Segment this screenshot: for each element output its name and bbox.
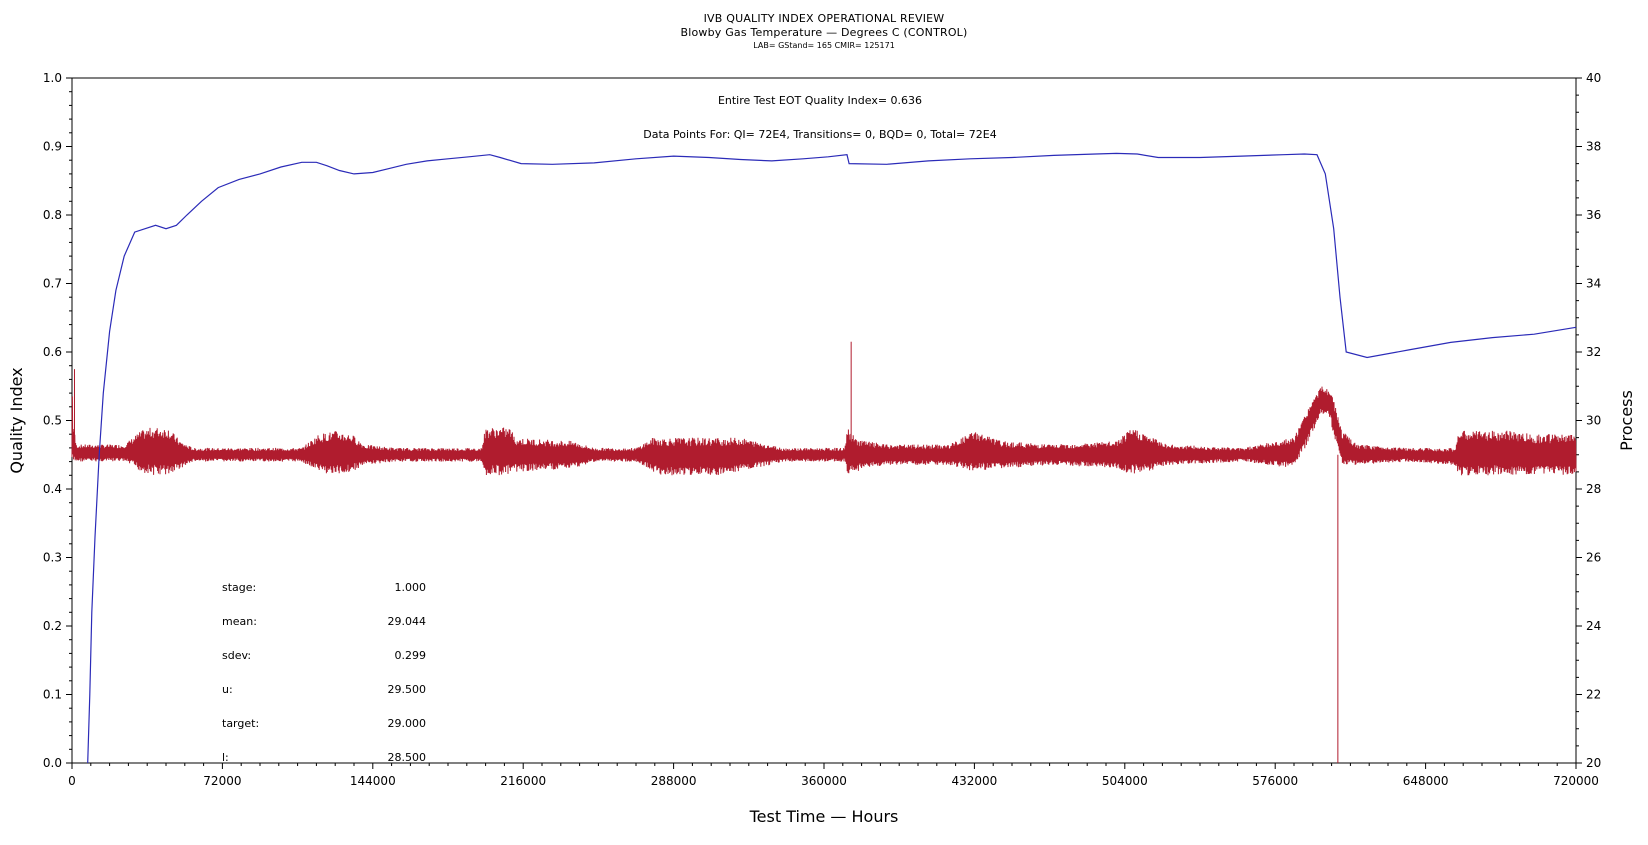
- y-right-tick-label: 26: [1586, 551, 1601, 565]
- data-points-annotation: Data Points For: QI= 72E4, Transitions= …: [643, 128, 996, 141]
- y-left-tick-label: 0.5: [43, 414, 62, 428]
- x-tick-label: 648000: [1403, 774, 1449, 788]
- stat-value: 29.000: [388, 717, 427, 730]
- stat-value: 29.500: [388, 683, 427, 696]
- x-tick-label: 216000: [500, 774, 546, 788]
- y-right-tick-label: 38: [1586, 140, 1601, 154]
- y-right-tick-label: 20: [1586, 756, 1601, 770]
- x-tick-label: 72000: [203, 774, 241, 788]
- y-right-tick-label: 24: [1586, 619, 1601, 633]
- stat-label: sdev:: [222, 649, 251, 662]
- stat-label: u:: [222, 683, 233, 696]
- x-tick-label: 0: [68, 774, 76, 788]
- x-tick-label: 576000: [1252, 774, 1298, 788]
- y-left-tick-label: 0.8: [43, 208, 62, 222]
- stat-label: stage:: [222, 581, 256, 594]
- x-tick-label: 288000: [651, 774, 697, 788]
- stat-value: 1.000: [395, 581, 427, 594]
- stat-value: 28.500: [388, 751, 427, 764]
- y-left-tick-label: 0.9: [43, 140, 62, 154]
- stats-panel: stage: 1.000 mean: 29.044 sdev: 0.299 u: 29.500…: [222, 581, 426, 764]
- y-right-tick-label: 22: [1586, 688, 1601, 702]
- y-left-tick-label: 0.2: [43, 619, 62, 633]
- chart-sub-subtitle: LAB= GStand= 165 CMIR= 125171: [753, 41, 895, 50]
- stat-label: target:: [222, 717, 259, 730]
- x-tick-label: 144000: [350, 774, 396, 788]
- y-right-tick-label: 28: [1586, 482, 1601, 496]
- y-left-tick-label: 0.3: [43, 551, 62, 565]
- y-right-tick-label: 34: [1586, 277, 1601, 291]
- stat-label: mean:: [222, 615, 257, 628]
- x-tick-label: 504000: [1102, 774, 1148, 788]
- y-axis-left-label: Quality Index: [7, 367, 26, 473]
- quality-index-series-line: [87, 152, 1577, 764]
- quality-index-annotation: Entire Test EOT Quality Index= 0.636: [718, 94, 922, 107]
- stat-label: l:: [222, 751, 229, 764]
- x-tick-label: 432000: [951, 774, 997, 788]
- plot-frame: [71, 77, 1577, 764]
- y-axis-right-label: Process: [1617, 390, 1636, 451]
- y-left-tick-label: 0.6: [43, 345, 62, 359]
- y-left-tick-label: 0.7: [43, 277, 62, 291]
- y-left-tick-label: 1.0: [43, 71, 62, 85]
- y-right-tick-label: 32: [1586, 345, 1601, 359]
- chart-title: IVB QUALITY INDEX OPERATIONAL REVIEW: [703, 12, 945, 25]
- y-left-tick-label: 0.4: [43, 482, 62, 496]
- y-right-tick-label: 36: [1586, 208, 1601, 222]
- y-left-tick-label: 0.1: [43, 688, 62, 702]
- y-left-tick-label: 0.0: [43, 756, 62, 770]
- x-tick-label: 720000: [1553, 774, 1599, 788]
- chart-title-block: IVB QUALITY INDEX OPERATIONAL REVIEW Blo…: [0, 12, 1648, 51]
- stat-value: 29.044: [388, 615, 427, 628]
- chart-subtitle: Blowby Gas Temperature — Degrees C (CONT…: [680, 26, 968, 39]
- y-right-tick-label: 30: [1586, 414, 1601, 428]
- y-right-tick-label: 40: [1586, 71, 1601, 85]
- process-series-line: [71, 386, 1577, 476]
- x-axis-label: Test Time — Hours: [749, 807, 899, 826]
- x-tick-label: 360000: [801, 774, 847, 788]
- stat-value: 0.299: [395, 649, 427, 662]
